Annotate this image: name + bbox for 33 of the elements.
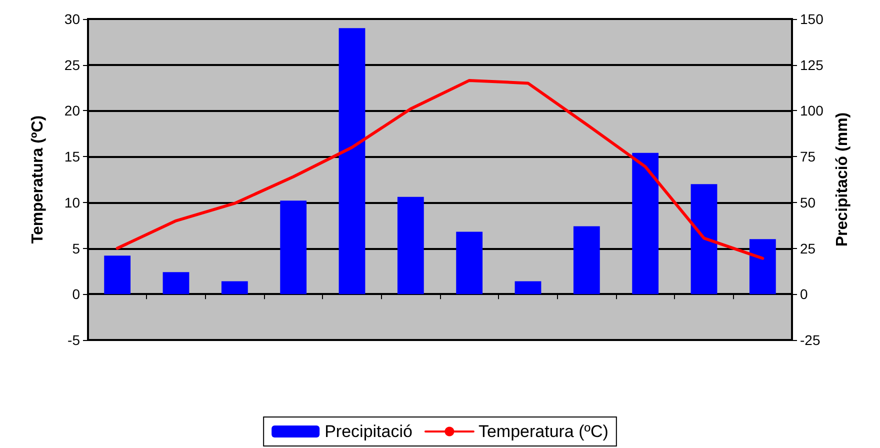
- legend-label: Temperatura (ºC): [478, 422, 608, 441]
- line-series: [116, 78, 764, 260]
- y-axis-title: Temperatura (ºC): [30, 115, 46, 244]
- bar: [338, 28, 366, 294]
- bar: [280, 200, 307, 294]
- bar: [514, 281, 542, 294]
- y2-tick-label: 75: [800, 148, 816, 165]
- bar: [221, 281, 248, 294]
- bar: [162, 272, 190, 294]
- y-tick-label: 10: [64, 194, 80, 210]
- bar: [690, 184, 718, 294]
- legend-label: Precipitació: [324, 422, 412, 441]
- y2-tick-label: 100: [800, 102, 824, 119]
- bar: [749, 239, 776, 294]
- y2-tick-label: 25: [800, 240, 816, 256]
- y-tick-label: 20: [64, 102, 80, 119]
- y2-axis-title: Precipitació (mm): [834, 112, 851, 247]
- bar: [573, 226, 600, 294]
- y-tick-label: 30: [64, 11, 80, 27]
- y-tick-label: 15: [64, 148, 80, 165]
- y2-tick-label: 150: [800, 11, 824, 27]
- bar: [632, 152, 659, 294]
- bar: [456, 232, 483, 294]
- y2-tick-label: -25: [800, 332, 820, 348]
- y-tick-label: -5: [68, 332, 80, 348]
- y-tick-label: 25: [64, 56, 80, 73]
- bar: [397, 196, 424, 294]
- y2-tick-label: 50: [800, 194, 816, 210]
- bar: [104, 256, 131, 294]
- y2-tick-label: 0: [800, 286, 808, 302]
- y-tick-label: 0: [72, 286, 80, 302]
- y2-tick-label: 125: [800, 56, 824, 73]
- y-tick-label: 5: [72, 240, 80, 256]
